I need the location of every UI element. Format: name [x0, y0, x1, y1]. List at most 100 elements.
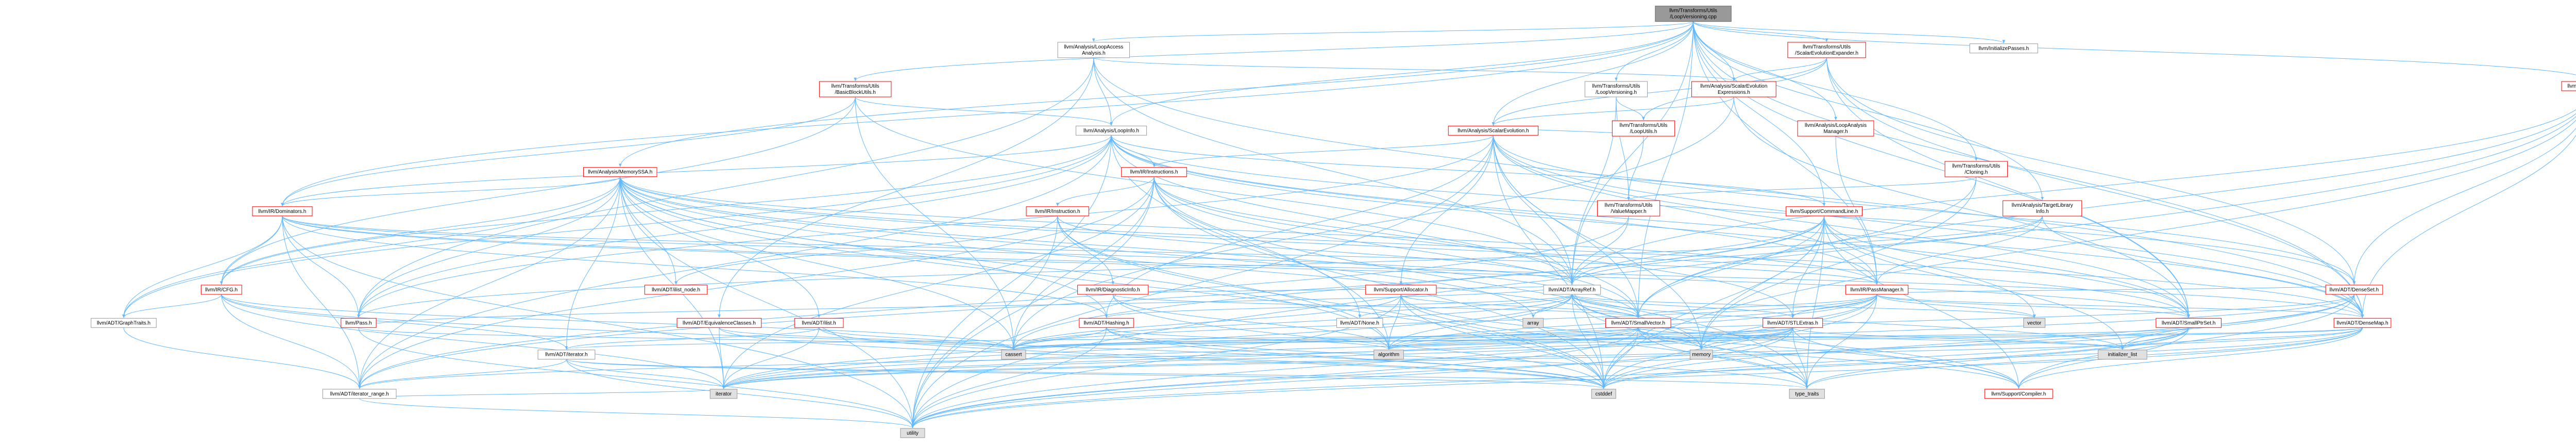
- node-label: llvm/ADT/DenseMap.h: [2337, 320, 2388, 326]
- edge-ds-comp: [2017, 294, 2354, 389]
- edge-ms-utility: [620, 176, 914, 428]
- node-stl[interactable]: llvm/ADT/STLExtras.h: [1762, 318, 1823, 328]
- edge-pass-utility: [358, 327, 914, 428]
- edge-dm-utility: [911, 327, 2363, 428]
- node-ar[interactable]: llvm/ADT/ArrayRef.h: [1543, 285, 1601, 295]
- edge-cl-sps: [1824, 216, 2190, 318]
- node-cfg[interactable]: llvm/IR/CFG.h: [200, 285, 242, 295]
- node-box: [2003, 200, 2082, 217]
- edge-ar-none: [1358, 294, 1572, 318]
- node-ir[interactable]: llvm/ADT/iterator_range.h: [323, 389, 397, 399]
- node-pass[interactable]: llvm/Pass.h: [341, 318, 377, 328]
- edge-alloc-cstddef: [1400, 294, 1605, 389]
- edge-iter-tt: [566, 359, 1808, 389]
- edge-cl-ar: [1570, 216, 1825, 285]
- node-vm[interactable]: llvm/Transforms/Utils/ValueMapper.h: [1597, 200, 1660, 217]
- edge-ds-dm: [2353, 294, 2364, 318]
- edge-ds-iterator: [722, 294, 2354, 389]
- edge-vm-ir: [358, 216, 1629, 389]
- node-bbu[interactable]: llvm/Transforms/Utils/BasicBlockUtils.h: [819, 81, 892, 97]
- node-root[interactable]: llvm/Transforms/Utils/LoopVersioning.cpp: [1655, 6, 1732, 22]
- edge-li-cfg: [220, 135, 1112, 285]
- edge-cfg-gt: [122, 294, 222, 318]
- node-label: /LoopUtils.h: [1630, 129, 1657, 135]
- edge-sv-iterator: [722, 327, 1639, 389]
- node-hash[interactable]: llvm/ADT/Hashing.h: [1079, 318, 1134, 328]
- node-see[interactable]: llvm/Analysis/ScalarEvolutionExpressions…: [1691, 81, 1776, 97]
- node-alloc[interactable]: llvm/Support/Allocator.h: [1365, 285, 1437, 295]
- node-label: llvm/IR/DiagnosticInfo.h: [1086, 287, 1140, 293]
- node-label: llvm/Analysis/TargetLibrary: [2012, 203, 2073, 208]
- edge-sexp-ds: [1826, 57, 2356, 285]
- node-ms[interactable]: llvm/Analysis/MemorySSA.h: [583, 167, 657, 177]
- edge-dom-gt: [122, 216, 283, 318]
- node-label: vector: [2027, 320, 2042, 326]
- node-ilist[interactable]: llvm/ADT/ilist.h: [794, 318, 844, 328]
- node-label: llvm/ADT/Hashing.h: [1083, 320, 1129, 326]
- edge-sv-cstddef: [1602, 327, 1639, 389]
- node-iter[interactable]: llvm/ADT/iterator.h: [537, 350, 596, 360]
- node-dom[interactable]: llvm/IR/Dominators.h: [252, 206, 313, 217]
- edge-tli-pm: [1875, 216, 2043, 285]
- node-instrs[interactable]: llvm/IR/Instructions.h: [1121, 167, 1187, 177]
- node-label: /ValueMapper.h: [1611, 209, 1646, 215]
- edge-dm-initl: [2121, 327, 2363, 350]
- node-di[interactable]: llvm/IR/DiagnosticInfo.h: [1077, 285, 1149, 295]
- node-ip[interactable]: llvm/InitializePasses.h: [1969, 43, 2038, 54]
- node-box: [1077, 285, 1149, 295]
- node-sps[interactable]: llvm/ADT/SmallPtrSet.h: [2156, 318, 2222, 328]
- node-cl[interactable]: llvm/Support/CommandLine.h: [1786, 206, 1863, 217]
- node-gt[interactable]: llvm/ADT/GraphTraits.h: [91, 318, 157, 328]
- edge-cl-ir: [358, 216, 1825, 389]
- edge-instr-ar: [1057, 216, 1574, 285]
- edge-root-laa: [1092, 21, 1694, 42]
- edge-clon-sv: [1637, 177, 1977, 318]
- node-label: llvm/IR/PassManager.h: [1851, 287, 1904, 293]
- edge-root-li: [1110, 21, 1694, 126]
- node-box: [1336, 318, 1383, 328]
- node-box: [1057, 42, 1130, 58]
- edge-see-sps: [1733, 96, 2190, 318]
- edge-ms-algo: [620, 176, 1391, 350]
- node-ds[interactable]: llvm/ADT/DenseSet.h: [2325, 285, 2383, 295]
- edge-ds-algo: [1387, 294, 2354, 350]
- node-label: llvm/ADT/None.h: [1340, 320, 1379, 326]
- node-lv[interactable]: llvm/Transforms/Utils/LoopVersioning.h: [1584, 81, 1648, 97]
- edge-ar-comp: [1571, 294, 2020, 389]
- node-label: algorithm: [1378, 352, 1399, 358]
- edge-se-memory: [1493, 135, 1703, 350]
- node-sv[interactable]: llvm/ADT/SmallVector.h: [1605, 318, 1671, 328]
- edge-eqc-iterator: [719, 327, 725, 389]
- node-box: [1522, 318, 1544, 328]
- edge-root-lv: [1615, 21, 1694, 81]
- node-lu[interactable]: llvm/Transforms/Utils/LoopUtils.h: [1612, 120, 1675, 137]
- node-ilnode[interactable]: llvm/ADT/ilist_node.h: [644, 285, 708, 295]
- node-pm[interactable]: llvm/IR/PassManager.h: [1845, 285, 1909, 295]
- node-instr[interactable]: llvm/IR/Instruction.h: [1026, 206, 1089, 217]
- node-se[interactable]: llvm/Analysis/ScalarEvolution.h: [1448, 125, 1539, 136]
- edge-li-dom: [281, 135, 1112, 206]
- node-label: iterator: [716, 391, 732, 397]
- edge-dm-tt: [1805, 327, 2363, 389]
- node-comp[interactable]: llvm/Support/Compiler.h: [1984, 389, 2053, 399]
- node-dm[interactable]: llvm/ADT/DenseMap.h: [2333, 318, 2392, 328]
- node-mdb[interactable]: llvm/IR/MDBuilder.h: [2561, 81, 2576, 91]
- node-label: llvm/Pass.h: [345, 320, 371, 326]
- node-label: Manager.h: [1823, 129, 1848, 135]
- node-none[interactable]: llvm/ADT/None.h: [1336, 318, 1383, 328]
- node-eqc[interactable]: llvm/ADT/EquivalenceClasses.h: [676, 318, 762, 328]
- node-label: /Cloning.h: [1964, 170, 1988, 175]
- node-box: [2333, 318, 2392, 328]
- node-box: [1365, 285, 1437, 295]
- edge-alloc-tt: [1400, 294, 1809, 389]
- node-clon[interactable]: llvm/Transforms/Utils/Cloning.h: [1944, 161, 2008, 177]
- edge-ms-pm: [620, 176, 1878, 285]
- node-box: [1374, 350, 1404, 360]
- edge-instrs-cassert: [1012, 176, 1155, 350]
- node-li[interactable]: llvm/Analysis/LoopInfo.h: [1075, 125, 1147, 136]
- node-sexp[interactable]: llvm/Transforms/Utils/ScalarEvolutionExp…: [1787, 42, 1866, 58]
